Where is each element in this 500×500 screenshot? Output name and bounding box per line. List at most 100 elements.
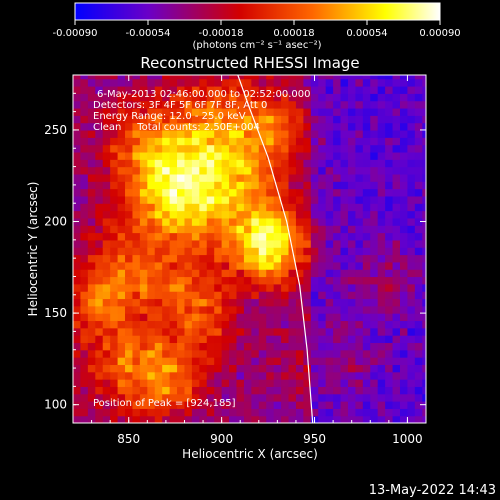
heatmap-cell: [414, 93, 423, 102]
heatmap-cell: [414, 254, 423, 263]
heatmap-cell: [229, 173, 238, 182]
heatmap-cell: [399, 93, 409, 102]
heatmap-cell: [414, 335, 423, 344]
heatmap-cell: [117, 93, 126, 102]
heatmap-cell: [191, 75, 200, 80]
heatmap-cell: [362, 122, 371, 131]
heatmap-cell: [125, 401, 134, 409]
heatmap-cell: [110, 100, 119, 109]
heatmap-cell: [243, 357, 252, 365]
heatmap-cell: [251, 100, 260, 109]
heatmap-cell: [191, 239, 200, 248]
heatmap-cell: [169, 364, 178, 373]
heatmap-cell: [184, 115, 193, 124]
heatmap-cell: [80, 75, 89, 80]
heatmap-cell: [399, 195, 409, 204]
heatmap-cell: [214, 122, 223, 131]
heatmap-cell: [73, 254, 82, 263]
heatmap-cell: [258, 137, 267, 146]
heatmap-cell: [199, 195, 208, 204]
heatmap-cell: [206, 217, 215, 226]
heatmap-cell: [310, 107, 319, 116]
heatmap-cell: [229, 342, 238, 351]
heatmap-cell: [199, 247, 208, 256]
heatmap-cell: [340, 327, 349, 336]
heatmap-cell: [340, 269, 349, 278]
heatmap-cell: [95, 137, 104, 146]
heatmap-cell: [139, 225, 148, 234]
heatmap-cell: [258, 349, 267, 358]
heatmap-cell: [154, 415, 163, 423]
heatmap-cell: [177, 335, 186, 344]
heatmap-cell: [87, 254, 96, 263]
heatmap-cell: [407, 298, 416, 307]
heatmap-cell: [377, 342, 386, 351]
heatmap-cell: [139, 298, 148, 307]
heatmap-cell: [310, 217, 319, 226]
heatmap-cell: [355, 408, 364, 417]
heatmap-cell: [318, 195, 327, 204]
heatmap-cell: [385, 107, 394, 116]
heatmap-cell: [362, 342, 371, 351]
heatmap-cell: [310, 122, 319, 131]
heatmap-cell: [132, 144, 141, 153]
heatmap-cell: [177, 386, 186, 395]
heatmap-cell: [154, 173, 163, 182]
heatmap-cell: [184, 408, 193, 417]
heatmap-cell: [266, 313, 275, 322]
heatmap-cell: [355, 166, 364, 175]
heatmap-cell: [221, 239, 230, 248]
heatmap-cell: [251, 371, 260, 380]
heatmap-cell: [362, 173, 371, 182]
heatmap-cell: [333, 144, 342, 153]
heatmap-cell: [347, 305, 356, 314]
heatmap-cell: [80, 335, 89, 344]
heatmap-cell: [102, 269, 111, 278]
heatmap-cell: [407, 173, 416, 182]
heatmap-cell: [154, 107, 163, 116]
heatmap-cell: [221, 298, 230, 307]
heatmap-cell: [191, 173, 200, 182]
heatmap-cell: [340, 195, 349, 204]
heatmap-cell: [199, 151, 208, 160]
heatmap-cell: [325, 144, 334, 153]
heatmap-cell: [422, 305, 426, 314]
heatmap-cell: [243, 107, 252, 116]
heatmap-cell: [385, 232, 394, 241]
heatmap-cell: [347, 217, 356, 226]
heatmap-cell: [214, 203, 223, 212]
heatmap-cell: [407, 239, 416, 248]
heatmap-cell: [117, 78, 126, 87]
heatmap-cell: [206, 305, 215, 314]
heatmap-cell: [162, 393, 171, 402]
heatmap-cell: [251, 181, 260, 190]
heatmap-cell: [95, 239, 104, 248]
heatmap-cell: [422, 195, 426, 204]
heatmap-cell: [377, 371, 386, 380]
heatmap-cell: [273, 415, 282, 423]
heatmap-cell: [87, 137, 96, 146]
heatmap-cell: [162, 122, 171, 131]
heatmap-cell: [303, 166, 312, 175]
heatmap-cell: [236, 173, 245, 182]
heatmap-cell: [125, 357, 134, 365]
heatmap-cell: [355, 327, 364, 336]
heatmap-cell: [422, 129, 426, 138]
heatmap-cell: [333, 305, 342, 314]
heatmap-cell: [370, 166, 379, 175]
heatmap-cell: [399, 371, 409, 380]
heatmap-cell: [236, 320, 245, 329]
heatmap-cell: [102, 217, 111, 226]
heatmap-cell: [147, 283, 156, 292]
heatmap-cell: [303, 151, 312, 160]
heatmap-cell: [355, 342, 364, 351]
heatmap-cell: [303, 181, 312, 190]
heatmap-cell: [243, 364, 252, 373]
heatmap-cell: [355, 181, 364, 190]
heatmap-cell: [73, 210, 82, 219]
heatmap-cell: [325, 379, 334, 387]
heatmap-cell: [273, 371, 282, 380]
heatmap-cell: [333, 408, 342, 417]
heatmap-cell: [303, 305, 312, 314]
heatmap-cell: [407, 75, 416, 80]
